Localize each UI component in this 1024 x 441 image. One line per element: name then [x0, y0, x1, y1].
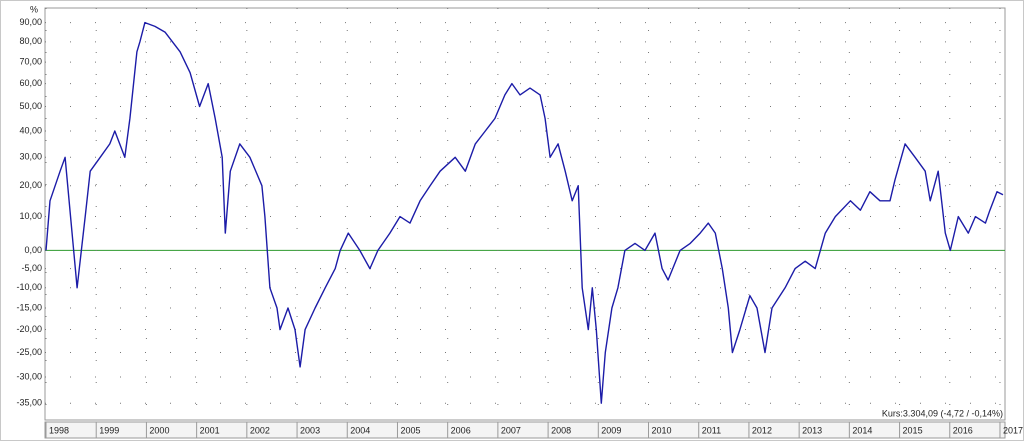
y-tick-label: 10,00 — [19, 211, 42, 221]
x-tick-label: 2004 — [350, 425, 370, 435]
y-tick-label: -20,00 — [16, 324, 42, 334]
x-tick-label: 2017 — [1003, 425, 1023, 435]
y-tick-label: -25,00 — [16, 347, 42, 357]
x-tick-label: 2016 — [953, 425, 973, 435]
x-tick-label: 2008 — [551, 425, 571, 435]
x-tick-label: 2007 — [501, 425, 521, 435]
y-tick-label: 40,00 — [19, 125, 42, 135]
x-tick-label: 2014 — [852, 425, 872, 435]
x-tick-label: 1998 — [49, 425, 69, 435]
y-tick-label: 80,00 — [19, 36, 42, 46]
y-tick-label: -15,00 — [16, 302, 42, 312]
x-tick-label: 2010 — [652, 425, 672, 435]
x-tick-label: 2005 — [400, 425, 420, 435]
x-axis-bar — [44, 421, 1006, 439]
y-tick-label: 60,00 — [19, 78, 42, 88]
y-tick-label: 70,00 — [19, 56, 42, 66]
y-tick-label: -5,00 — [21, 263, 42, 273]
x-tick-label: 2013 — [802, 425, 822, 435]
y-tick-label: -35,00 — [16, 398, 42, 408]
annotation: Kurs:3.304,09 (-4,72 / -0,14%) — [882, 408, 1003, 418]
x-tick-label: 1999 — [99, 425, 119, 435]
y-tick-label: 0,00 — [24, 245, 42, 255]
x-tick-label: 2000 — [149, 425, 169, 435]
x-tick-label: 2002 — [250, 425, 270, 435]
y-tick-label: -10,00 — [16, 282, 42, 292]
y-tick-label: -30,00 — [16, 371, 42, 381]
x-tick-label: 2001 — [200, 425, 220, 435]
y-unit: % — [30, 4, 38, 14]
x-tick-label: 2015 — [903, 425, 923, 435]
y-tick-label: 50,00 — [19, 101, 42, 111]
plot-area — [44, 7, 1006, 421]
y-tick-label: 20,00 — [19, 180, 42, 190]
y-tick-label: 90,00 — [19, 17, 42, 27]
y-tick-label: 30,00 — [19, 152, 42, 162]
x-tick-label: 2009 — [601, 425, 621, 435]
series-line — [45, 21, 1004, 404]
x-tick-label: 2003 — [300, 425, 320, 435]
x-tick-label: 2012 — [752, 425, 772, 435]
x-tick-label: 2006 — [451, 425, 471, 435]
x-tick-label: 2011 — [702, 425, 721, 435]
